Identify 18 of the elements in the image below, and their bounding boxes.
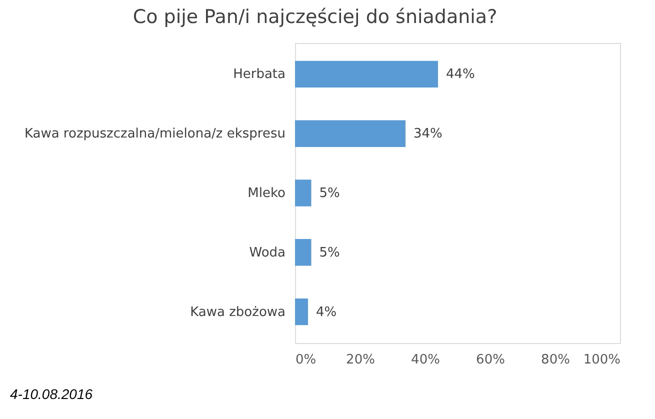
x-tick-label: 20% [346, 352, 375, 368]
data-label: 5% [319, 245, 340, 260]
data-label: 44% [446, 67, 475, 82]
y-tick-label: Kawa rozpuszczalna/mielona/z ekspresu [24, 126, 286, 142]
x-tick-label: 0% [296, 352, 316, 368]
x-tick-label: 80% [541, 352, 570, 368]
y-tick-label: Mleko [248, 186, 286, 201]
data-label: 5% [319, 186, 340, 201]
y-tick-label: Herbata [233, 67, 286, 82]
text: 4-10.08.2016 [10, 386, 93, 402]
x-tick-label: 60% [476, 352, 505, 368]
x-tick-label: 40% [411, 352, 440, 368]
x-tick-label: 100% [583, 352, 620, 368]
chart-title: Co pije Pan/i najczęściej do śniadania? [132, 6, 498, 28]
y-tick-label: Woda [249, 245, 286, 260]
y-tick-label: Kawa zbożowa [190, 304, 286, 320]
data-label: 4% [316, 304, 337, 320]
data-label: 34% [414, 126, 442, 142]
